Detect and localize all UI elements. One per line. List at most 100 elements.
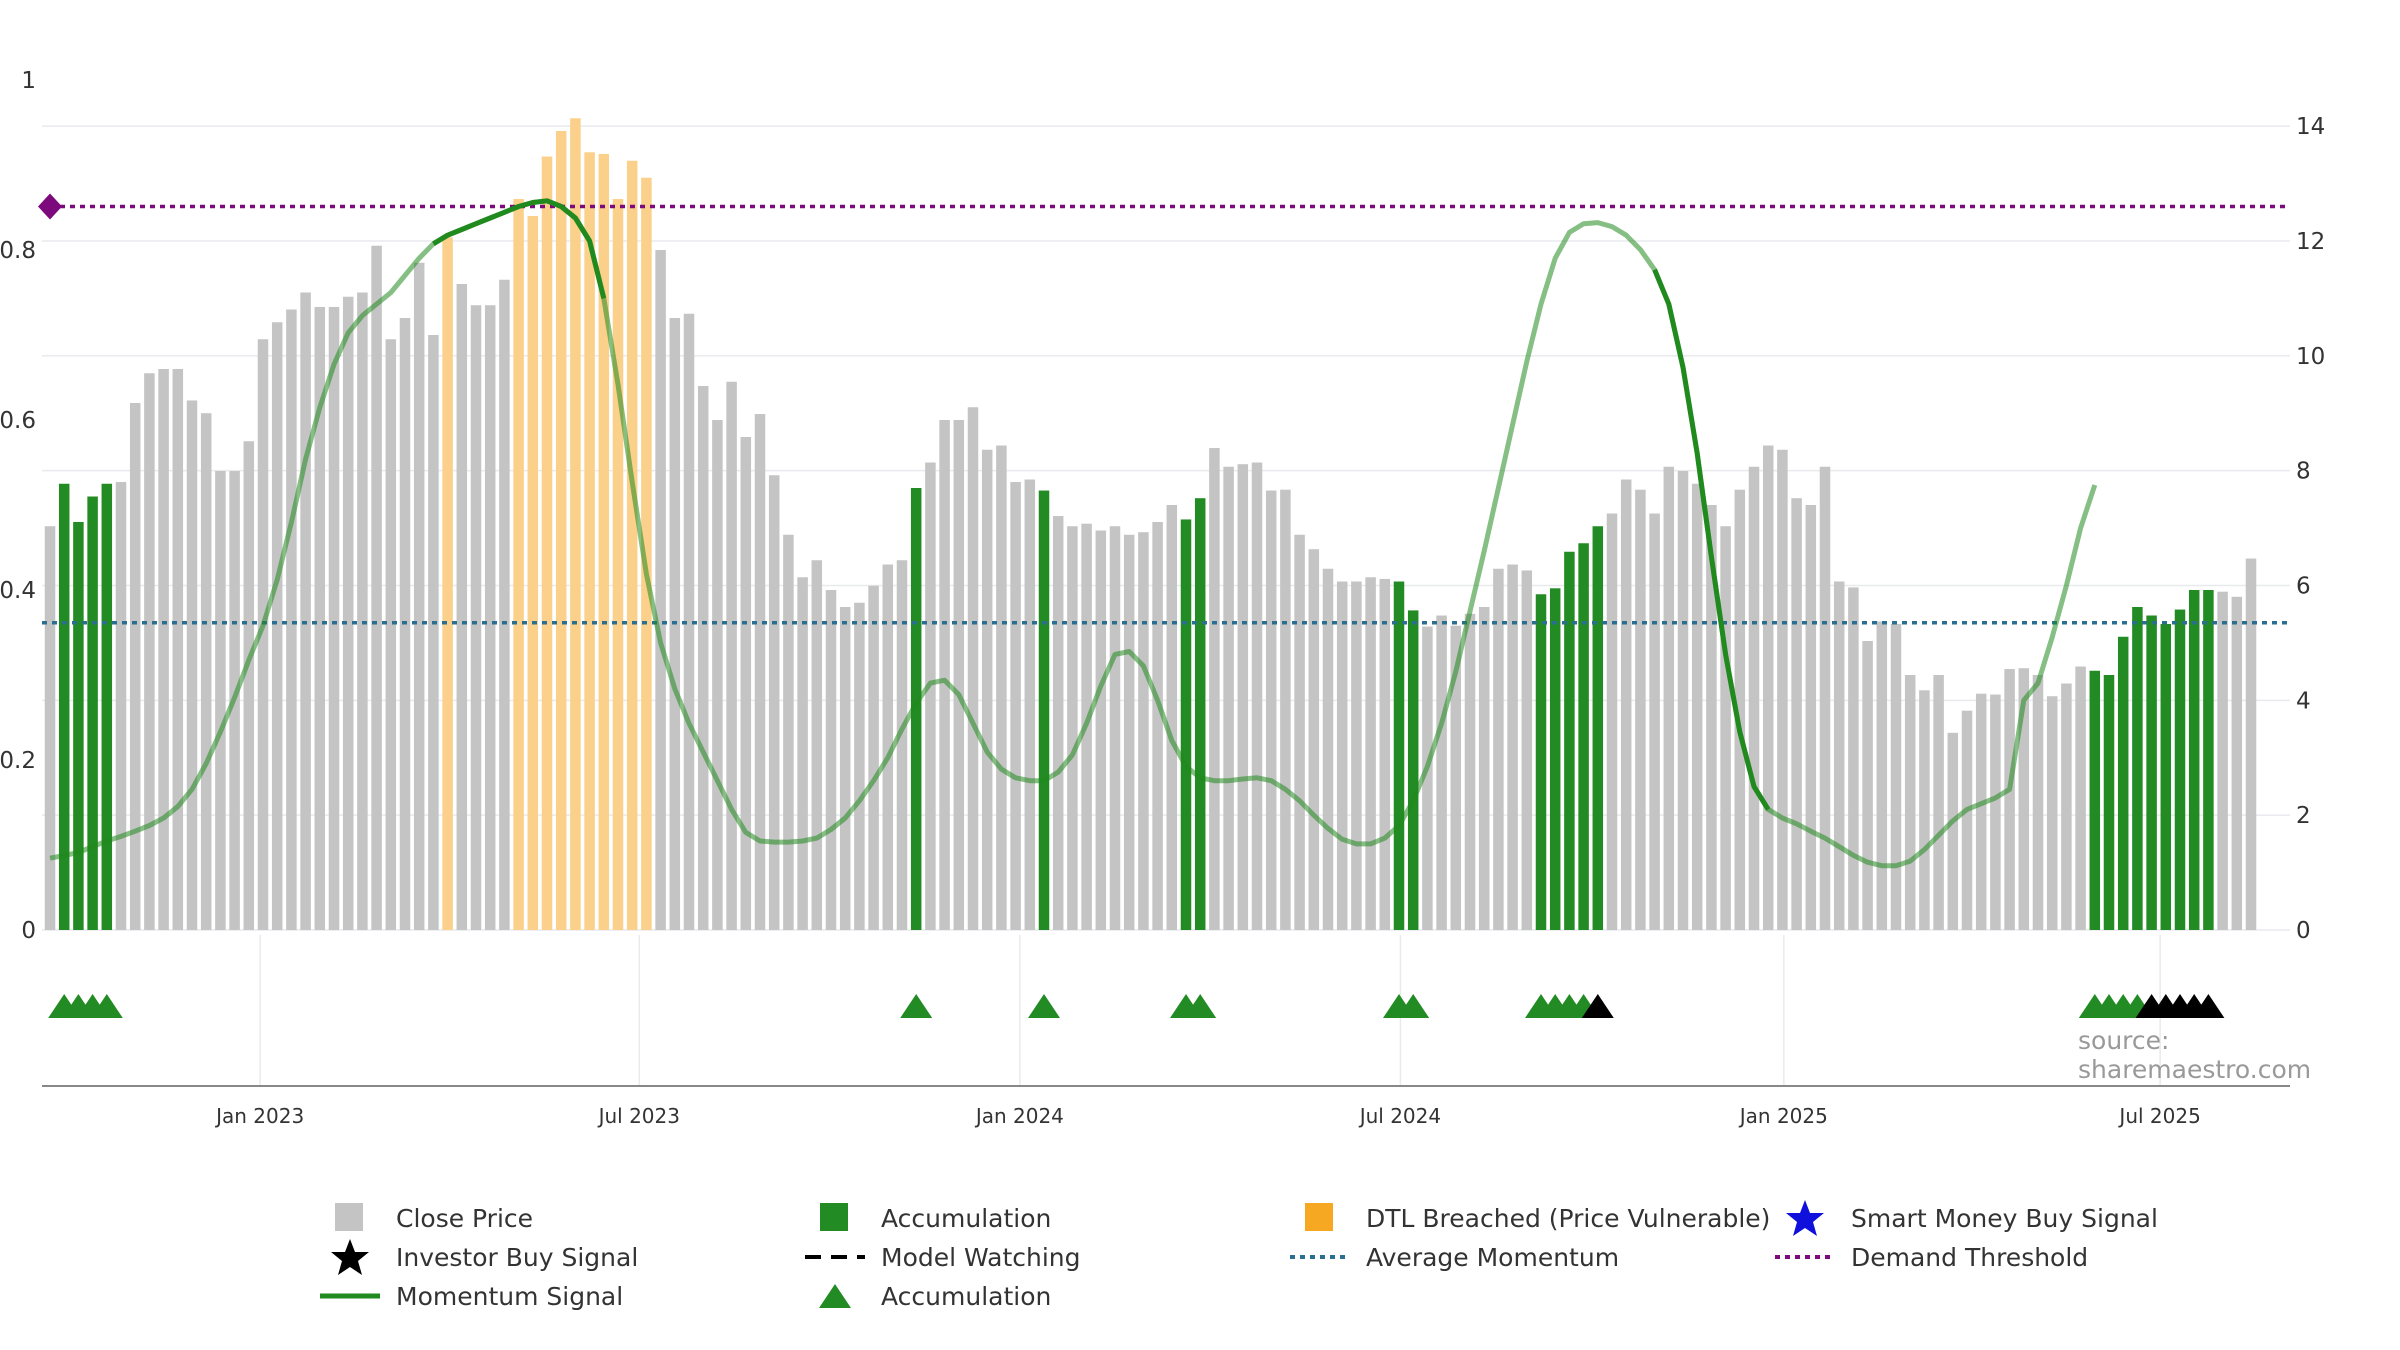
accumulation-bar bbox=[101, 483, 113, 930]
close-price-bar bbox=[2032, 675, 2044, 930]
close-price-bar bbox=[2217, 591, 2228, 930]
accumulation-bar bbox=[1578, 543, 1589, 930]
right-tick-label: 2 bbox=[2296, 803, 2311, 829]
close-price-bar bbox=[2075, 666, 2086, 930]
close-price-bar bbox=[1379, 578, 1391, 930]
close-price-bar bbox=[428, 335, 439, 930]
close-price-bar bbox=[456, 284, 468, 930]
close-price-bar bbox=[981, 449, 993, 930]
close-price-bar bbox=[1450, 625, 1462, 930]
close-price-bar bbox=[342, 296, 354, 930]
accumulation-bar bbox=[2132, 607, 2143, 930]
left-tick-label: 0.6 bbox=[0, 408, 36, 434]
accumulation-bar bbox=[1564, 551, 1575, 930]
accumulation-bar bbox=[2203, 590, 2214, 930]
right-tick-label: 12 bbox=[2296, 229, 2325, 255]
close-price-bar bbox=[1493, 568, 1504, 930]
close-price-bar bbox=[243, 441, 255, 930]
close-price-bar bbox=[1762, 445, 1774, 930]
close-price-bar bbox=[300, 292, 311, 930]
close-price-bar bbox=[271, 322, 283, 930]
bars-layer bbox=[44, 118, 2257, 930]
close-price-bar bbox=[882, 564, 894, 930]
close-price-bar bbox=[996, 445, 1007, 930]
dtl-breached-bar bbox=[584, 152, 595, 930]
x-tick-label: Jan 2023 bbox=[214, 1104, 304, 1128]
close-price-bar bbox=[2061, 683, 2072, 930]
left-tick-label: 0.4 bbox=[0, 578, 36, 604]
close-price-bar bbox=[1166, 505, 1178, 930]
close-price-bar bbox=[44, 526, 56, 930]
close-price-bar bbox=[1436, 615, 1447, 930]
dtl-breached-bar bbox=[555, 131, 567, 930]
close-price-bar bbox=[328, 306, 340, 930]
right-tick-label: 8 bbox=[2296, 459, 2311, 485]
close-price-bar bbox=[1649, 513, 1660, 930]
dtl-breached-bar bbox=[598, 153, 610, 930]
close-price-bar bbox=[129, 403, 141, 930]
close-price-bar bbox=[712, 420, 723, 930]
close-price-bar bbox=[1010, 482, 1021, 930]
investor-buy-triangle bbox=[1581, 994, 1614, 1018]
close-price-bar bbox=[1947, 732, 1959, 930]
dtl-breached-bar bbox=[513, 199, 524, 930]
dtl-breached-bar bbox=[442, 237, 453, 930]
dtl-breached-bar bbox=[612, 199, 624, 930]
dtl-breached-bar bbox=[641, 177, 652, 930]
close-price-bar bbox=[1294, 534, 1305, 930]
x-tick-label: Jul 2023 bbox=[597, 1104, 680, 1128]
close-price-bar bbox=[286, 309, 297, 930]
close-price-bar bbox=[839, 607, 851, 930]
close-price-bar bbox=[144, 373, 155, 930]
dtl-breached-bar bbox=[527, 216, 539, 930]
close-price-bar bbox=[1890, 624, 1902, 930]
close-price-bar bbox=[1819, 466, 1831, 930]
close-price-bar bbox=[1123, 534, 1135, 930]
momentum-signal-segment bbox=[1652, 268, 1771, 811]
accumulation-bar bbox=[2188, 590, 2200, 930]
close-price-bar bbox=[1052, 516, 1064, 930]
close-price-bar bbox=[172, 369, 184, 930]
close-price-bar bbox=[1805, 505, 1817, 930]
momentum-signal-segment bbox=[432, 198, 607, 300]
markers-layer bbox=[48, 994, 2225, 1018]
close-price-bar bbox=[925, 462, 936, 930]
close-price-bar bbox=[1095, 530, 1107, 930]
accumulation-bar bbox=[2146, 615, 2157, 930]
close-price-bar bbox=[1336, 581, 1348, 930]
accumulation-triangle bbox=[1028, 994, 1060, 1018]
close-price-bar bbox=[2018, 668, 2030, 930]
lines-layer bbox=[38, 193, 2290, 869]
accumulation-bar bbox=[58, 483, 70, 930]
accumulation-bar bbox=[1407, 610, 1419, 930]
accumulation-bar bbox=[1038, 490, 1050, 930]
accumulation-bar bbox=[2117, 636, 2129, 930]
close-price-bar bbox=[1209, 448, 1220, 930]
close-price-bar bbox=[1706, 505, 1717, 930]
close-price-bar bbox=[655, 250, 666, 930]
close-price-bar bbox=[1478, 607, 1490, 930]
close-price-bar bbox=[854, 602, 865, 930]
left-tick-label: 0 bbox=[21, 918, 36, 944]
close-price-bar bbox=[768, 475, 780, 930]
close-price-bar bbox=[1848, 587, 1859, 930]
accumulation-bar bbox=[1592, 526, 1604, 930]
close-price-bar bbox=[683, 313, 695, 930]
accumulation-bar bbox=[2160, 624, 2172, 930]
close-price-bar bbox=[1223, 466, 1234, 930]
close-price-bar bbox=[797, 577, 808, 930]
close-price-bar bbox=[314, 306, 326, 930]
close-price-bar bbox=[1862, 641, 1873, 930]
close-price-bar bbox=[811, 560, 823, 930]
close-price-bar bbox=[1748, 466, 1760, 930]
close-price-bar bbox=[1791, 498, 1802, 930]
accumulation-bar bbox=[910, 488, 922, 930]
close-price-bar bbox=[1422, 626, 1433, 930]
accumulation-triangle bbox=[1184, 994, 1217, 1018]
close-price-bar bbox=[357, 292, 368, 930]
close-price-bar bbox=[186, 400, 198, 930]
right-tick-label: 4 bbox=[2296, 688, 2311, 714]
close-price-bar bbox=[1919, 690, 1930, 930]
close-price-bar bbox=[413, 262, 425, 930]
